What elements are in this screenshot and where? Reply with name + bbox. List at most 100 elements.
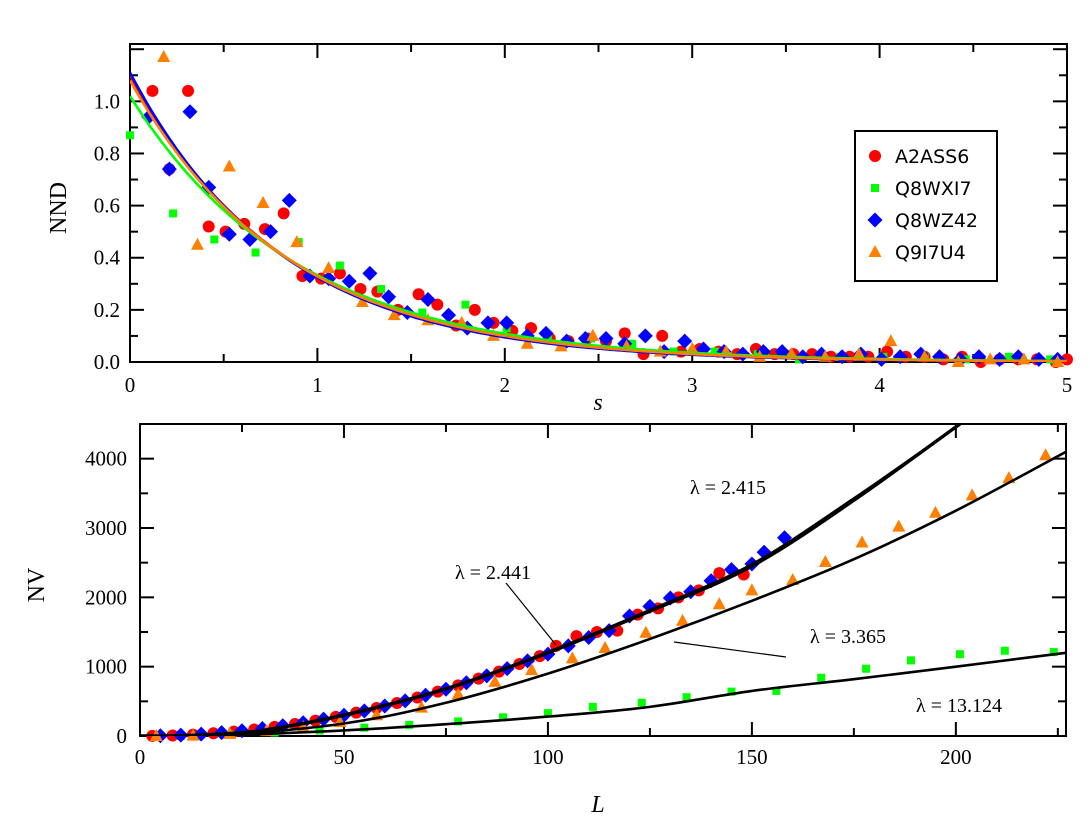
point-A2ASS6 — [412, 288, 425, 301]
point-Q8WZ42 — [341, 273, 357, 289]
point-Q8WXI7 — [169, 209, 178, 218]
legend-marker-A2ASS6 — [869, 150, 881, 162]
point-Q8WZ42 — [420, 291, 436, 307]
x-tick-label: 50 — [333, 745, 354, 769]
point-A2ASS6 — [277, 207, 290, 220]
point-Q9I7U4 — [488, 674, 502, 687]
point-Q8WZ42 — [577, 331, 593, 347]
point-Q8WZ42 — [281, 192, 297, 208]
point-A2ASS6 — [182, 84, 195, 97]
point-Q8WXI7 — [360, 723, 369, 732]
legend: A2ASS6 Q8WXI7 Q8WZ42 Q9I7U4 — [854, 130, 998, 282]
legend-label: Q9I7U4 — [895, 242, 966, 264]
annotation-pointer — [505, 582, 557, 646]
x-tick-label: 3 — [687, 373, 698, 397]
point-A2ASS6 — [431, 298, 444, 311]
y-axis-label: NV — [24, 567, 50, 602]
point-A2ASS6 — [1061, 353, 1073, 366]
point-Q8WZ42 — [263, 224, 279, 240]
y-tick-label: 0 — [117, 724, 128, 748]
lambda-label: λ = 2.441 — [455, 562, 531, 584]
point-Q9I7U4 — [387, 308, 401, 321]
point-Q9I7U4 — [884, 334, 898, 347]
y-tick-label: 0.4 — [94, 246, 121, 270]
y-tick-label: 0.2 — [94, 298, 120, 322]
y-tick-label: 3000 — [85, 516, 127, 540]
point-Q9I7U4 — [928, 505, 942, 518]
x-tick-label: 5 — [1062, 373, 1073, 397]
fit-curves — [140, 424, 1066, 736]
point-Q9I7U4 — [1039, 448, 1053, 461]
point-Q9I7U4 — [322, 261, 336, 274]
point-Q9I7U4 — [256, 196, 270, 208]
point-Q9I7U4 — [565, 651, 579, 664]
y-axis-label: NND — [46, 182, 72, 234]
point-Q8WXI7 — [377, 285, 386, 294]
x-tick-label: 0 — [135, 745, 146, 769]
point-Q9I7U4 — [855, 535, 869, 548]
point-Q8WXI7 — [710, 347, 719, 356]
point-Q9I7U4 — [157, 50, 171, 63]
x-tick-label: 2 — [500, 373, 511, 397]
point-A2ASS6 — [354, 283, 367, 296]
point-Q9I7U4 — [222, 159, 236, 172]
x-axis-label: L — [590, 792, 604, 818]
legend-label: A2ASS6 — [895, 146, 969, 168]
point-Q8WXI7 — [817, 673, 826, 682]
point-A2ASS6 — [468, 303, 481, 316]
point-Q9I7U4 — [818, 554, 832, 567]
point-Q9I7U4 — [355, 295, 369, 308]
y-tick-label: 2000 — [85, 585, 127, 609]
point-Q9I7U4 — [745, 583, 759, 596]
point-Q8WXI7 — [461, 300, 470, 309]
y-tick-label: 1000 — [85, 655, 127, 679]
point-Q8WZ42 — [538, 325, 554, 341]
legend-marker-Q9I7U4 — [868, 245, 882, 257]
point-Q8WXI7 — [251, 248, 260, 257]
point-Q9I7U4 — [451, 687, 465, 700]
point-Q8WXI7 — [1049, 648, 1058, 657]
x-tick-label: 4 — [874, 373, 885, 397]
point-Q9I7U4 — [525, 663, 539, 676]
point-Q8WXI7 — [637, 698, 646, 707]
point-Q8WZ42 — [677, 333, 693, 349]
y-tick-label: 4000 — [85, 447, 127, 471]
point-Q8WXI7 — [499, 713, 508, 722]
point-Q9I7U4 — [290, 235, 304, 248]
x-tick-label: 150 — [736, 745, 768, 769]
fit-curve — [140, 450, 1066, 736]
point-Q8WZ42 — [637, 328, 653, 344]
point-Q9I7U4 — [965, 488, 979, 501]
point-Q8WZ42 — [499, 315, 515, 331]
y-tick-label: 1.0 — [94, 89, 120, 113]
point-Q8WXI7 — [210, 235, 219, 244]
point-Q9I7U4 — [712, 597, 726, 610]
y-tick-label: 0.8 — [94, 141, 120, 165]
point-Q8WXI7 — [1004, 352, 1013, 361]
nnd-plot: 0 1 2 3 4 5 0.0 0.2 0.4 0.6 0.8 1.0 s NND A2ASS6 Q8WXI7… — [46, 43, 1073, 416]
x-axis-label: s — [593, 390, 602, 416]
point-Q8WXI7 — [862, 664, 871, 673]
point-Q8WXI7 — [126, 131, 134, 140]
lambda-label: λ = 13.124 — [916, 695, 1002, 717]
point-Q9I7U4 — [598, 640, 612, 653]
legend-marker-Q8WZ42 — [867, 212, 883, 228]
point-Q8WXI7 — [335, 261, 344, 270]
x-tick-label: 0 — [125, 373, 136, 397]
point-Q9I7U4 — [892, 519, 906, 532]
point-A2ASS6 — [618, 327, 631, 340]
point-Q9I7U4 — [586, 328, 600, 341]
annotations: λ = 2.415 λ = 2.441 λ = 3.365 λ = 13.124 — [455, 477, 1002, 717]
point-Q8WXI7 — [772, 686, 781, 695]
plot-frame — [139, 423, 1067, 737]
point-Q8WZ42 — [441, 307, 457, 323]
point-Q8WXI7 — [1000, 646, 1009, 655]
legend-marker-Q8WXI7 — [871, 184, 879, 192]
legend-label: Q8WXI7 — [895, 178, 972, 200]
point-Q8WZ42 — [598, 331, 614, 347]
point-Q9I7U4 — [190, 237, 204, 250]
point-Q8WXI7 — [906, 656, 915, 665]
point-Q8WZ42 — [1031, 351, 1047, 367]
